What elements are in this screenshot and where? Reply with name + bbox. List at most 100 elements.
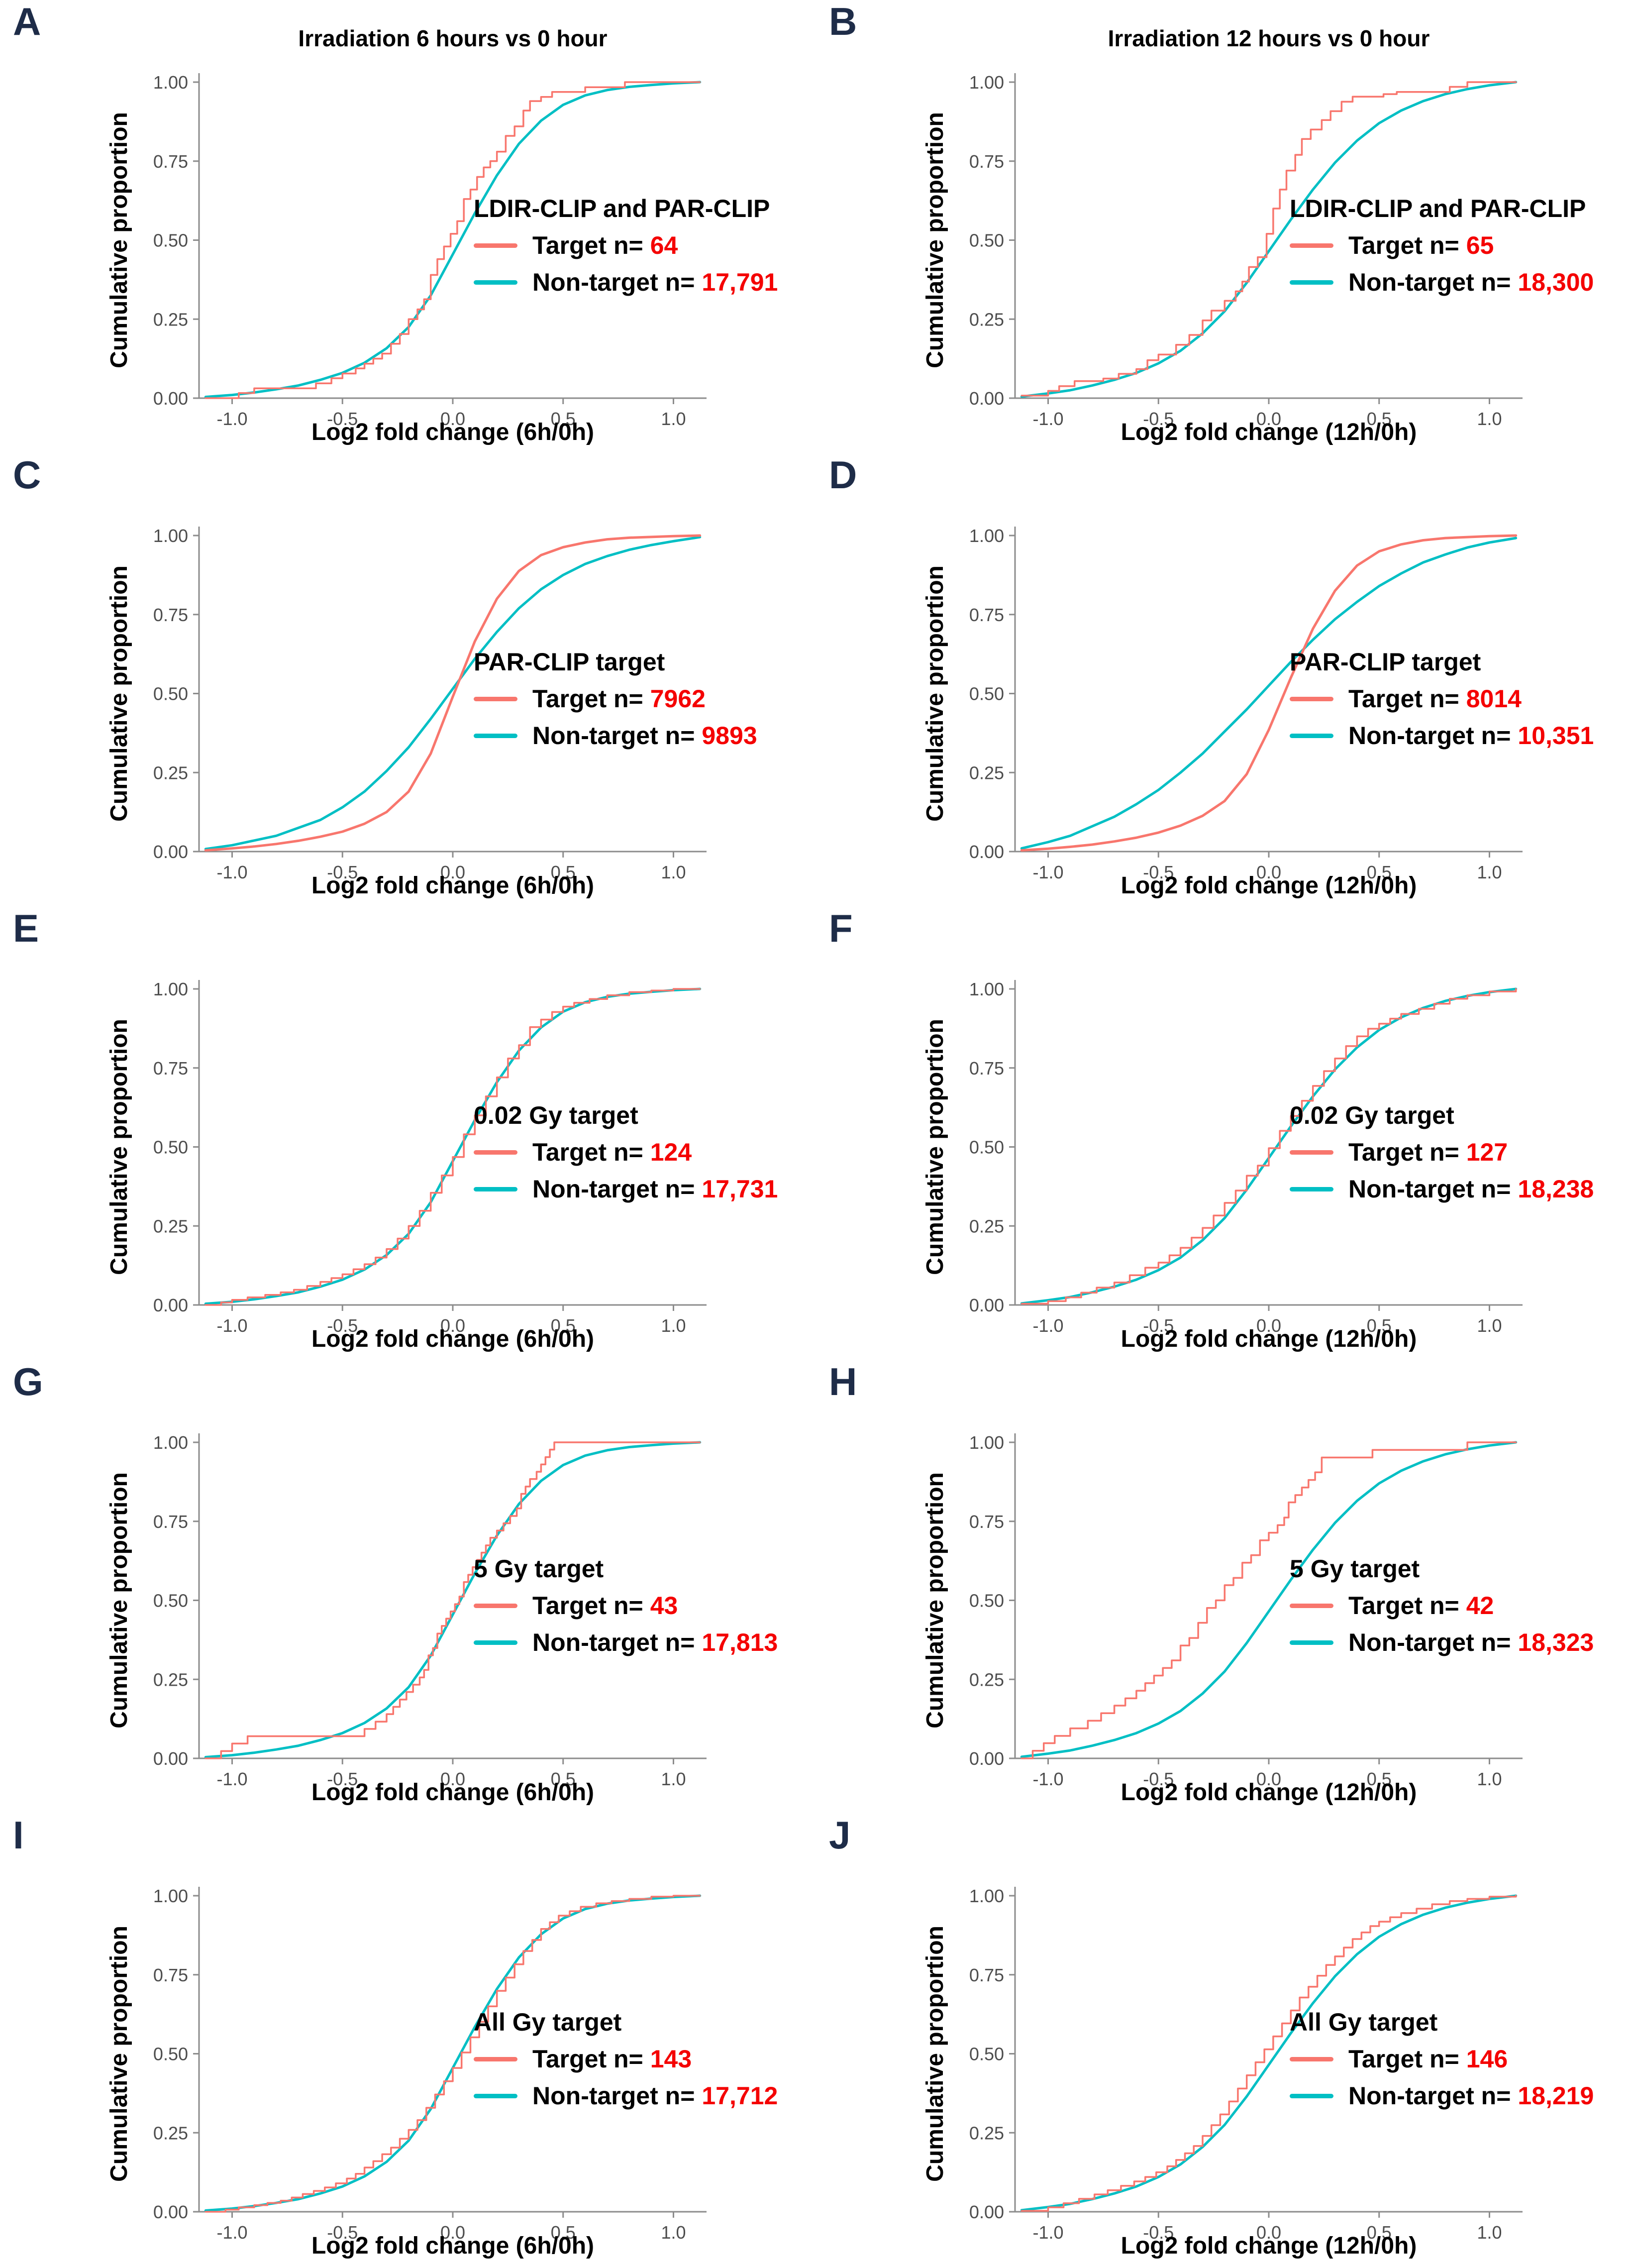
legend-row-nontarget: Non-target n= 10,351	[1290, 721, 1594, 750]
legend-label-nontarget: Non-target n=	[1348, 1175, 1511, 1203]
legend-count-nontarget: 18,323	[1518, 1628, 1594, 1656]
y-tick-label: 1.00	[969, 979, 1004, 999]
y-axis-title: Cumulative proportion	[922, 112, 948, 368]
y-tick-label: 0.00	[153, 388, 188, 409]
nontarget-curve	[1020, 1441, 1518, 1758]
panel-letter: F	[829, 906, 853, 950]
x-tick-label: -0.5	[327, 1769, 358, 1789]
y-tick-label: 0.50	[969, 1591, 1004, 1611]
legend-label-nontarget: Non-target n=	[532, 2082, 695, 2110]
y-tick-label: 0.50	[969, 684, 1004, 704]
y-tick-label: 1.00	[153, 1886, 188, 1906]
target-curve	[204, 81, 701, 399]
y-tick-label: 0.00	[969, 1295, 1004, 1315]
legend-title: 0.02 Gy target	[474, 1101, 638, 1129]
legend-count-target: 146	[1466, 2045, 1508, 2073]
y-tick-label: 0.00	[969, 842, 1004, 862]
legend-label-nontarget: Non-target n=	[532, 268, 695, 296]
panel-letter: I	[13, 1813, 24, 1857]
legend-count-target: 8014	[1466, 685, 1522, 713]
x-tick-label: 0.5	[1367, 862, 1392, 882]
x-tick-label: 0.0	[1256, 1315, 1281, 1336]
legend-row-nontarget: Non-target n= 17,712	[474, 2081, 778, 2110]
y-tick-label: 0.75	[153, 151, 188, 172]
x-axis-title: Log2 fold change (6h/0h)	[311, 1326, 594, 1352]
legend-row-target: Target n= 127	[1290, 1138, 1594, 1167]
nontarget-line-swatch-icon	[474, 2093, 517, 2098]
legend-label-nontarget: Non-target n=	[1348, 2082, 1511, 2110]
legend-title: 5 Gy target	[1290, 1555, 1420, 1583]
cdf-plot: 0.00 0.25 0.50 0.75 1.00 -1.0 -0.5 0.0 0.5 1.0 Cum…	[106, 1886, 707, 2259]
panel-letter: B	[829, 0, 857, 43]
panel-letter: H	[829, 1360, 857, 1404]
legend-label-nontarget: Non-target n=	[532, 1175, 695, 1203]
cdf-plot: 0.00 0.25 0.50 0.75 1.00 -1.0 -0.5 0.0 0.5 1.0 Cum…	[106, 72, 707, 445]
target-line-swatch-icon	[474, 243, 517, 248]
x-tick-label: 0.0	[440, 1315, 465, 1336]
y-axis-title: Cumulative proportion	[922, 1472, 948, 1728]
cdf-plot: 0.00 0.25 0.50 0.75 1.00 -1.0 -0.5 0.0 0.5 1.0 Cum…	[106, 1432, 707, 1806]
legend-row-nontarget: Non-target n= 18,238	[1290, 1175, 1594, 1203]
x-tick-label: 1.0	[1477, 2222, 1502, 2243]
y-tick-label: 0.00	[153, 1295, 188, 1315]
x-tick-label: 0.5	[1367, 1315, 1392, 1336]
nontarget-line-swatch-icon	[474, 1187, 517, 1191]
y-tick-label: 0.25	[153, 309, 188, 329]
x-tick-label: -1.0	[1032, 1315, 1063, 1336]
legend: PAR-CLIP target Target n= 8014 Non-targe…	[1290, 648, 1594, 750]
panel-F: F 0.00 0.25 0.50 0.75 1.00 -1.0 -0.5 0.0 0.5 1.0 C…	[816, 907, 1632, 1360]
y-tick-label: 1.00	[969, 1432, 1004, 1453]
y-tick-label: 0.50	[969, 1137, 1004, 1158]
x-tick-label: 0.0	[1256, 409, 1281, 429]
y-tick-label: 0.75	[969, 1965, 1004, 1985]
legend-count-target: 64	[650, 231, 678, 259]
target-curve	[204, 534, 702, 852]
x-tick-label: -1.0	[216, 1769, 247, 1789]
y-tick-label: 0.75	[969, 1512, 1004, 1532]
panel-G: G 0.00 0.25 0.50 0.75 1.00 -1.0 -0.5 0.0 0.5 1.0 C…	[0, 1360, 816, 1814]
x-tick-label: -1.0	[216, 2222, 247, 2243]
nontarget-line-swatch-icon	[1290, 280, 1333, 285]
y-tick-label: 0.25	[969, 2123, 1004, 2143]
legend-count-nontarget: 18,300	[1518, 268, 1594, 296]
x-tick-label: -0.5	[1143, 2222, 1174, 2243]
x-tick-label: 0.5	[551, 2222, 576, 2243]
legend-count-target: 43	[650, 1592, 678, 1620]
legend-row-target: Target n= 42	[1290, 1591, 1594, 1620]
y-tick-label: 0.50	[153, 684, 188, 704]
y-tick-label: 0.50	[969, 2044, 1004, 2064]
y-axis-title: Cumulative proportion	[106, 112, 132, 368]
x-axis-title: Log2 fold change (6h/0h)	[311, 872, 594, 899]
y-tick-label: 0.25	[153, 1669, 188, 1690]
y-tick-label: 0.50	[153, 1591, 188, 1611]
target-line-swatch-icon	[474, 696, 517, 701]
x-tick-label: -0.5	[327, 409, 358, 429]
x-tick-label: -1.0	[1032, 862, 1063, 882]
legend-title: LDIR-CLIP and PAR-CLIP	[1290, 195, 1586, 222]
nontarget-curve	[204, 536, 702, 851]
x-tick-label: 0.0	[1256, 2222, 1281, 2243]
legend-row-nontarget: Non-target n= 17,813	[474, 1628, 778, 1657]
legend-title: PAR-CLIP target	[474, 648, 665, 676]
target-curve	[1020, 81, 1517, 397]
nontarget-line-swatch-icon	[1290, 2093, 1333, 2098]
legend-label-target: Target n=	[532, 1592, 643, 1620]
y-axis-title: Cumulative proportion	[922, 565, 948, 822]
y-axis-title: Cumulative proportion	[922, 1019, 948, 1275]
nontarget-curve	[1020, 537, 1518, 850]
y-tick-label: 0.75	[153, 1965, 188, 1985]
cdf-plot: 0.00 0.25 0.50 0.75 1.00 -1.0 -0.5 0.0 0.5 1.0 Cum…	[922, 1886, 1523, 2259]
x-tick-label: -1.0	[216, 862, 247, 882]
legend-title: 5 Gy target	[474, 1555, 604, 1583]
y-tick-label: 0.50	[153, 2044, 188, 2064]
x-tick-label: -0.5	[327, 862, 358, 882]
legend-title: All Gy target	[474, 2008, 622, 2036]
nontarget-line-swatch-icon	[474, 280, 517, 285]
x-tick-label: 0.5	[551, 409, 576, 429]
target-curve	[204, 988, 701, 1306]
x-tick-label: -0.5	[1143, 1315, 1174, 1336]
legend: 0.02 Gy target Target n= 124 Non-target …	[474, 1101, 778, 1203]
y-tick-label: 0.75	[153, 1512, 188, 1532]
x-tick-label: 0.0	[440, 409, 465, 429]
